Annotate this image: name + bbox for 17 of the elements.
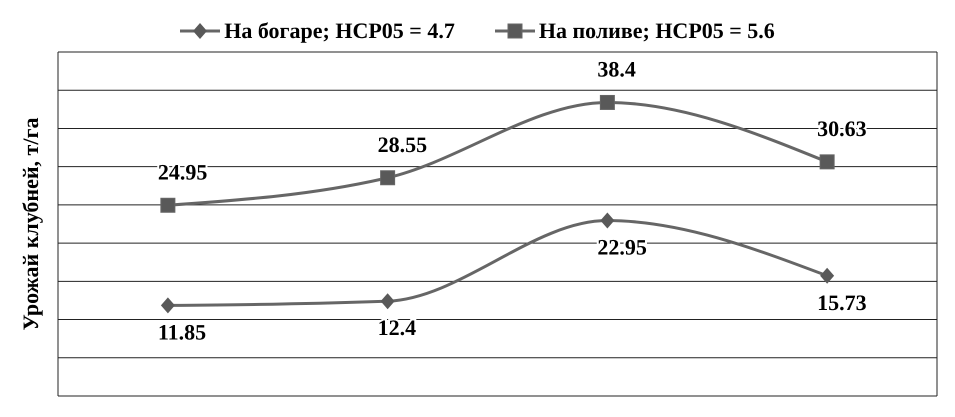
y-axis-title: Урожай клубней, т/га: [18, 118, 43, 330]
point: [820, 154, 835, 170]
point: [380, 170, 396, 186]
point: [380, 293, 395, 310]
data-label: 38.4: [597, 56, 636, 82]
legend-label: На поливе; НСР05 = 5.6: [538, 18, 775, 44]
data-label: 15.73: [817, 290, 867, 315]
point: [600, 94, 615, 110]
point: [600, 212, 614, 229]
data-label: 28.55: [378, 132, 428, 157]
point: [160, 198, 176, 213]
point: [820, 268, 834, 284]
data-label: 11.85: [158, 319, 206, 344]
data-label: 24.95: [158, 159, 208, 184]
legend-label: На богаре; НСР05 = 4.7: [224, 18, 455, 44]
data-label: 12.4: [378, 315, 416, 340]
point: [160, 297, 175, 314]
